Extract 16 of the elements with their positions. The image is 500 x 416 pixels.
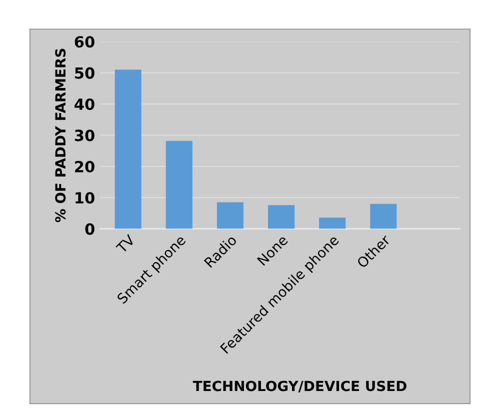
bar (216, 202, 244, 229)
bar (319, 218, 346, 229)
y-tick-label: 10 (76, 192, 94, 204)
y-tick-label: 50 (75, 67, 94, 79)
bar (370, 204, 397, 229)
y-tick-label: 20 (75, 160, 94, 172)
bar (268, 205, 295, 229)
y-tick-label: 40 (74, 98, 94, 110)
y-axis-title: % OF PADDY FARMERS (55, 48, 66, 222)
y-tick-label: 0 (85, 223, 94, 235)
bar (166, 140, 192, 229)
y-tick-label: 30 (74, 130, 94, 142)
x-axis-title: TECHNOLOGY/DEVICE USED (192, 380, 406, 392)
y-tick-label: 60 (74, 36, 94, 48)
x-tick-label: TV (116, 234, 136, 254)
bar (114, 70, 142, 229)
